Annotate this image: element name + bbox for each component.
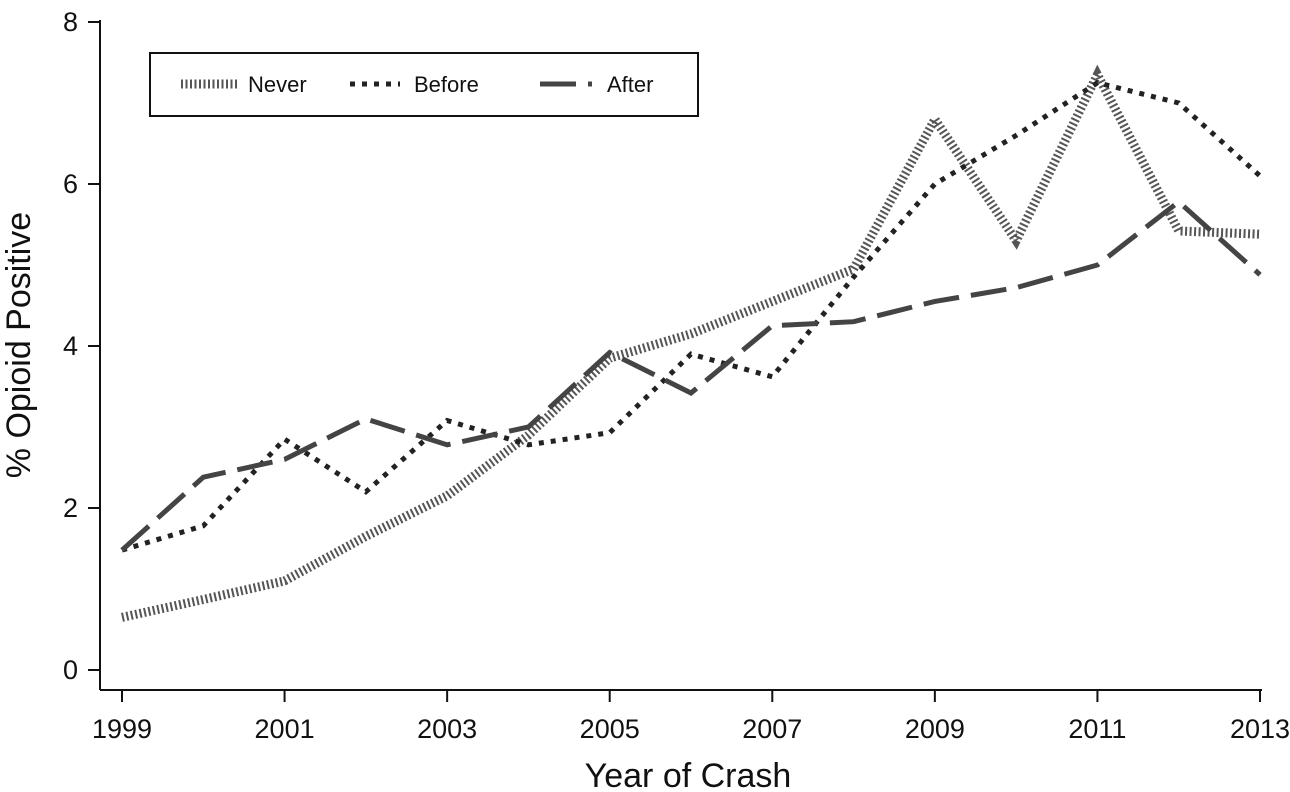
legend-label-after: After — [607, 72, 653, 97]
legend-label-before: Before — [414, 72, 479, 97]
x-tick-label: 2005 — [580, 714, 640, 744]
x-ticks: 1999 2001 2003 2005 2007 2009 2011 2013 — [92, 690, 1290, 744]
series-layer — [120, 64, 1262, 622]
y-tick-label: 2 — [63, 493, 78, 523]
y-ticks: 0 2 4 6 8 — [63, 7, 100, 685]
x-tick-label: 2007 — [742, 714, 802, 744]
series-line-before — [121, 80, 1262, 553]
x-tick-label: 2009 — [905, 714, 965, 744]
x-axis-title: Year of Crash — [585, 757, 792, 792]
x-tick-label: 1999 — [92, 714, 152, 744]
x-tick-label: 2003 — [417, 714, 477, 744]
y-tick-label: 4 — [63, 331, 78, 361]
legend-box — [149, 52, 699, 117]
axes — [99, 20, 1262, 691]
x-tick-label: 2013 — [1230, 714, 1290, 744]
y-tick-label: 6 — [63, 169, 78, 199]
x-tick-label: 2001 — [255, 714, 315, 744]
legend-label-never: Never — [248, 72, 307, 97]
y-tick-label: 8 — [63, 7, 78, 37]
legend: Never Before After — [149, 52, 699, 117]
legend-item-after: After — [540, 72, 653, 97]
legend-item-before: Before — [350, 72, 479, 97]
series-line-after — [120, 198, 1262, 552]
legend-item-never: Never — [181, 72, 307, 97]
y-tick-label: 0 — [63, 655, 78, 685]
x-tick-label: 2011 — [1068, 714, 1126, 744]
series-line-never — [121, 64, 1261, 622]
y-axis-title: % Opioid Positive — [0, 212, 38, 478]
